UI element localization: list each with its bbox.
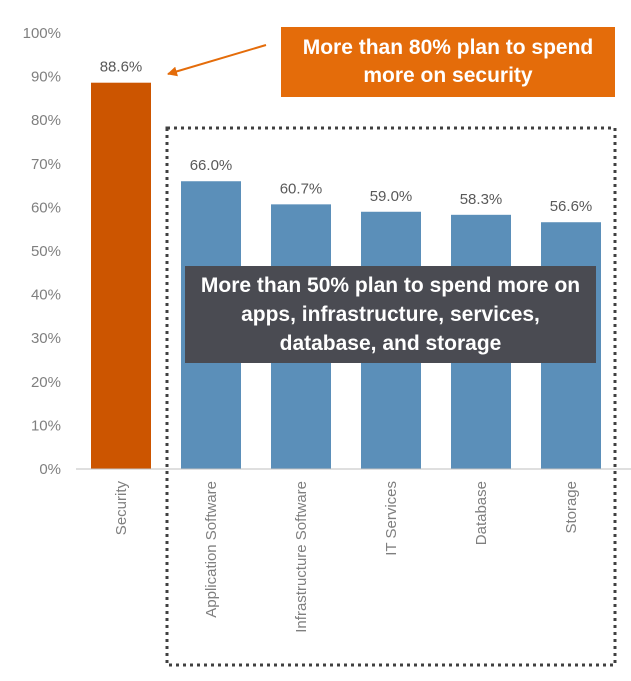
data-label: 56.6% <box>550 198 593 215</box>
y-tick-label: 20% <box>31 374 61 391</box>
y-tick-label: 10% <box>31 417 61 434</box>
data-label: 58.3% <box>460 191 503 208</box>
y-tick-label: 90% <box>31 69 61 86</box>
y-tick-label: 30% <box>31 330 61 347</box>
data-label: 60.7% <box>280 180 323 197</box>
x-tick-label: Database <box>473 481 490 545</box>
y-tick-label: 80% <box>31 112 61 129</box>
data-label: 59.0% <box>370 188 413 205</box>
data-label: 88.6% <box>100 59 143 76</box>
x-tick-label: Infrastructure Software <box>293 481 310 633</box>
security-callout: More than 80% plan to spend more on secu… <box>281 27 615 97</box>
callout-arrow <box>167 44 267 77</box>
bar-security <box>91 82 151 469</box>
x-tick-label: Application Software <box>203 481 220 618</box>
y-axis: 0% 10% 20% 30% 40% 50% 60% 70% 80% 90% 100% <box>23 25 61 478</box>
dotted-group-frame <box>165 126 617 667</box>
y-tick-label: 50% <box>31 243 61 260</box>
x-axis: Security Application Software Infrastructu… <box>113 481 580 633</box>
data-labels: 88.6% 66.0% 60.7% 59.0% 58.3% 56.6% <box>100 59 593 216</box>
x-tick-label: IT Services <box>383 481 400 556</box>
spend-more-callout: More than 50% plan to spend more on apps… <box>185 266 596 363</box>
x-tick-label: Security <box>113 481 130 536</box>
y-tick-label: 40% <box>31 287 61 304</box>
y-tick-label: 100% <box>23 25 61 42</box>
y-tick-label: 0% <box>39 461 61 478</box>
x-tick-label: Storage <box>563 481 580 534</box>
data-label: 66.0% <box>190 157 233 174</box>
y-tick-label: 70% <box>31 156 61 173</box>
y-tick-label: 60% <box>31 199 61 216</box>
